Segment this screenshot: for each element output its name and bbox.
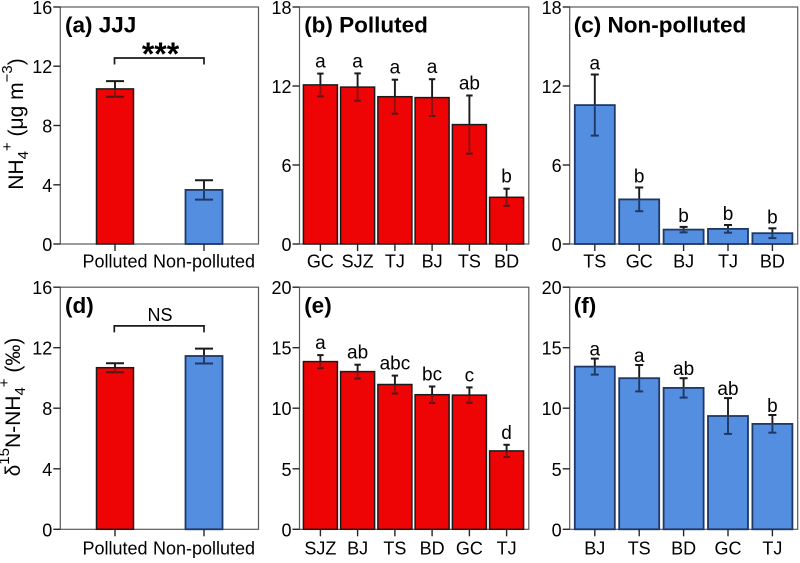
svg-text:BJ: BJ	[347, 539, 368, 559]
svg-text:18: 18	[271, 0, 291, 18]
svg-text:c: c	[465, 365, 475, 386]
svg-text:ab: ab	[459, 74, 480, 95]
svg-text:GC: GC	[626, 252, 653, 272]
svg-text:b: b	[767, 396, 778, 417]
svg-text:a: a	[590, 340, 601, 361]
svg-text:a: a	[590, 54, 601, 75]
svg-text:a: a	[315, 52, 326, 73]
svg-text:6: 6	[552, 156, 562, 176]
svg-text:GC: GC	[307, 252, 334, 272]
svg-text:GC: GC	[715, 539, 742, 559]
svg-text:16: 16	[32, 278, 52, 298]
svg-text:15: 15	[271, 339, 291, 359]
svg-text:5: 5	[281, 460, 291, 480]
svg-text:TJ: TJ	[497, 539, 517, 559]
svg-text:12: 12	[32, 57, 52, 77]
svg-text:SJZ: SJZ	[342, 252, 374, 272]
svg-text:TS: TS	[583, 252, 606, 272]
svg-text:(c) Non-polluted: (c) Non-polluted	[574, 12, 746, 37]
svg-text:BD: BD	[671, 539, 696, 559]
svg-text:(e): (e)	[304, 293, 332, 318]
svg-text:Polluted: Polluted	[82, 539, 147, 559]
svg-text:a: a	[390, 58, 401, 79]
svg-text:TS: TS	[383, 539, 406, 559]
svg-text:6: 6	[281, 156, 291, 176]
svg-text:ab: ab	[717, 379, 738, 400]
svg-text:(d): (d)	[65, 293, 94, 318]
svg-text:b: b	[501, 167, 512, 188]
svg-text:12: 12	[271, 77, 291, 97]
svg-text:SJZ: SJZ	[304, 539, 336, 559]
svg-text:ab: ab	[673, 359, 694, 380]
svg-text:Non-polluted: Non-polluted	[153, 252, 255, 272]
svg-text:TS: TS	[458, 252, 481, 272]
svg-text:d: d	[501, 423, 512, 444]
svg-text:Polluted: Polluted	[82, 252, 147, 272]
svg-text:8: 8	[42, 399, 52, 419]
svg-text:0: 0	[281, 520, 291, 540]
svg-text:20: 20	[542, 278, 562, 298]
svg-text:(b) Polluted: (b) Polluted	[304, 12, 428, 37]
svg-text:NS: NS	[147, 305, 172, 325]
svg-text:BJ: BJ	[584, 539, 605, 559]
svg-text:10: 10	[542, 399, 562, 419]
svg-text:12: 12	[542, 77, 562, 97]
svg-text:0: 0	[42, 235, 52, 255]
svg-text:BD: BD	[760, 252, 785, 272]
svg-text:GC: GC	[456, 539, 483, 559]
svg-text:a: a	[427, 57, 438, 78]
svg-text:8: 8	[42, 117, 52, 137]
svg-text:15: 15	[542, 339, 562, 359]
svg-text:b: b	[723, 204, 734, 225]
svg-text:0: 0	[552, 520, 562, 540]
svg-text:TJ: TJ	[762, 539, 782, 559]
svg-text:0: 0	[42, 520, 52, 540]
svg-text:a: a	[352, 51, 363, 72]
svg-text:BD: BD	[494, 252, 519, 272]
svg-text:a: a	[315, 333, 326, 354]
svg-text:abc: abc	[380, 354, 411, 375]
svg-text:ab: ab	[347, 343, 368, 364]
svg-text:bc: bc	[422, 365, 442, 386]
svg-text:TJ: TJ	[385, 252, 405, 272]
svg-text:20: 20	[271, 278, 291, 298]
svg-text:BJ: BJ	[422, 252, 443, 272]
svg-text:b: b	[767, 207, 778, 228]
svg-text:12: 12	[32, 339, 52, 359]
svg-text:5: 5	[552, 460, 562, 480]
svg-text:(a) JJJ: (a) JJJ	[65, 12, 136, 37]
svg-text:a: a	[634, 346, 645, 367]
svg-text:0: 0	[552, 235, 562, 255]
svg-text:(f): (f)	[574, 293, 596, 318]
svg-text:BJ: BJ	[673, 252, 694, 272]
svg-text:16: 16	[32, 0, 52, 18]
svg-text:NH4+ (μg m−3): NH4+ (μg m−3)	[0, 58, 32, 190]
svg-text:b: b	[634, 167, 645, 188]
svg-text:10: 10	[271, 399, 291, 419]
svg-text:TJ: TJ	[718, 252, 738, 272]
svg-text:TS: TS	[628, 539, 651, 559]
svg-text:18: 18	[542, 0, 562, 18]
svg-text:Non-polluted: Non-polluted	[153, 539, 255, 559]
svg-text:BD: BD	[420, 539, 445, 559]
svg-text:***: ***	[142, 36, 180, 72]
svg-text:4: 4	[42, 460, 52, 480]
svg-text:4: 4	[42, 176, 52, 196]
svg-text:b: b	[678, 206, 689, 227]
svg-text:0: 0	[281, 235, 291, 255]
